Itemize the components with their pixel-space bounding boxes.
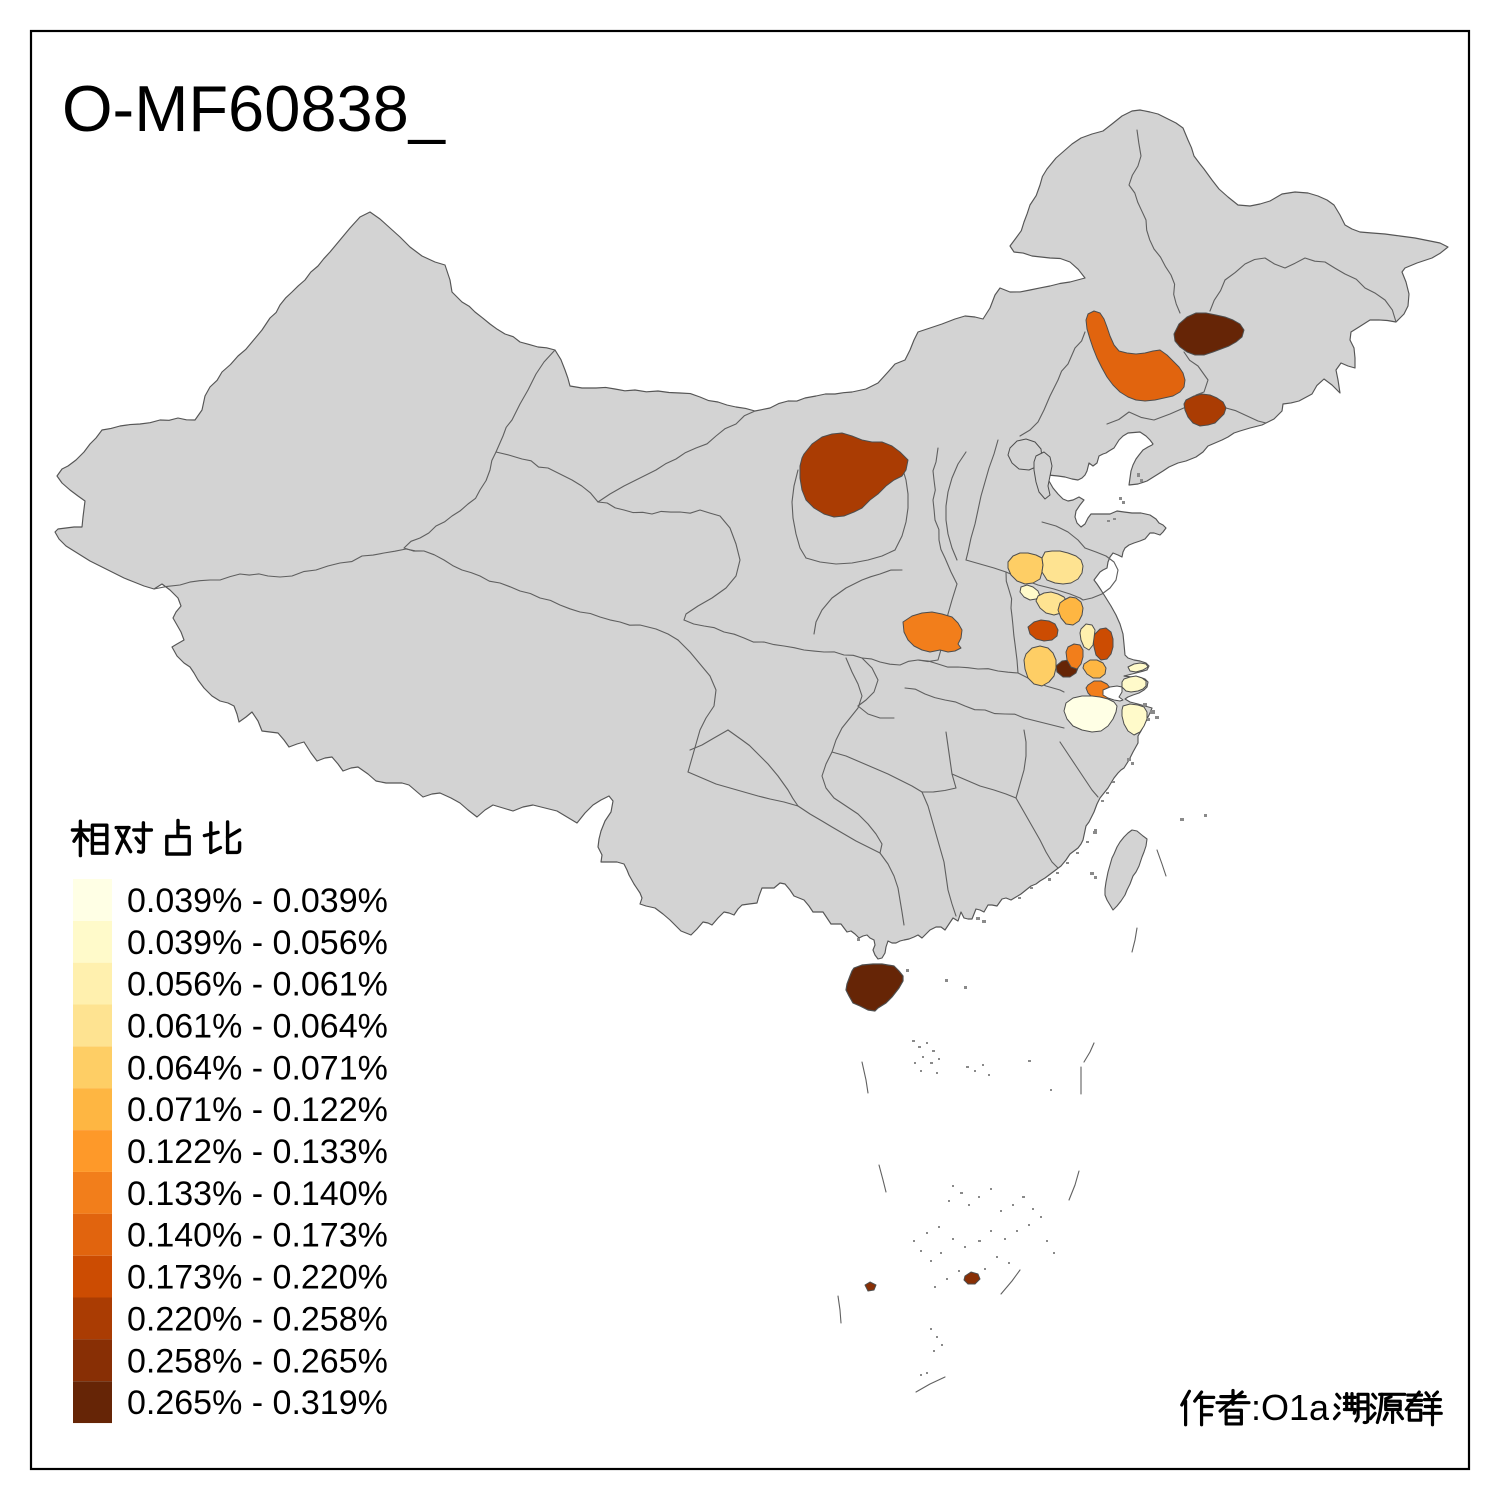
svg-text:0.133% - 0.140%: 0.133% - 0.140%	[127, 1175, 388, 1213]
svg-text:0.039% - 0.056%: 0.039% - 0.056%	[127, 924, 388, 962]
svg-text:0.056% - 0.061%: 0.056% - 0.061%	[127, 966, 388, 1004]
svg-text:0.173% - 0.220%: 0.173% - 0.220%	[127, 1259, 388, 1297]
svg-text:0.258% - 0.265%: 0.258% - 0.265%	[127, 1342, 388, 1380]
svg-text:0.061% - 0.064%: 0.061% - 0.064%	[127, 1008, 388, 1046]
svg-text:0.265% - 0.319%: 0.265% - 0.319%	[127, 1384, 388, 1422]
svg-text:0.039% - 0.039%: 0.039% - 0.039%	[127, 882, 388, 920]
svg-text:0.071% - 0.122%: 0.071% - 0.122%	[127, 1091, 388, 1129]
svg-text:0.220% - 0.258%: 0.220% - 0.258%	[127, 1300, 388, 1338]
svg-text:0.122% - 0.133%: 0.122% - 0.133%	[127, 1133, 388, 1171]
svg-text::O1a: :O1a	[1251, 1387, 1330, 1428]
svg-text:0.064% - 0.071%: 0.064% - 0.071%	[127, 1049, 388, 1087]
svg-text:O-MF60838_: O-MF60838_	[62, 72, 446, 145]
svg-text:0.140% - 0.173%: 0.140% - 0.173%	[127, 1217, 388, 1255]
